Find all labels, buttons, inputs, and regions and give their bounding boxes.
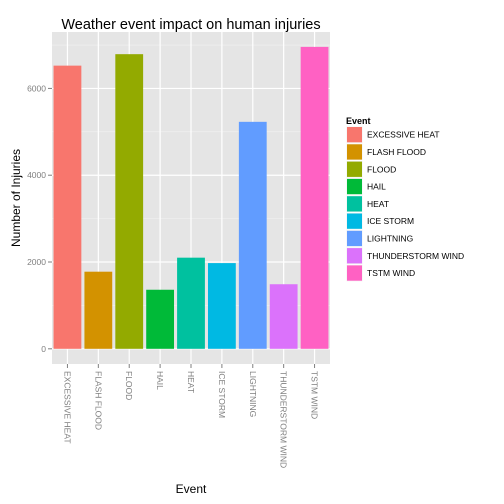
legend-label: THUNDERSTORM WIND [367,251,464,261]
x-tick-label: ICE STORM [217,371,227,418]
x-tick-label: THUNDERSTORM WIND [279,371,289,468]
bar [115,54,143,349]
x-tick-label: TSTM WIND [310,371,320,419]
legend-label: LIGHTNING [367,233,413,243]
x-tick-label: LIGHTNING [248,371,258,417]
bar [84,272,112,349]
bar [270,284,298,349]
y-tick-label: 6000 [27,83,46,93]
legend-key [347,248,362,263]
bar [177,258,205,349]
x-tick-label: HEAT [186,371,196,393]
bar [239,122,267,349]
legend-label: ICE STORM [367,216,414,226]
legend-key [347,179,362,194]
y-tick-label: 0 [41,344,46,354]
bar [301,47,329,349]
legend-key [347,214,362,229]
y-tick-label: 4000 [27,170,46,180]
legend-title: Event [346,116,371,126]
x-tick-label: EXCESSIVE HEAT [62,371,72,444]
bar [146,290,174,349]
chart-title: Weather event impact on human injuries [61,17,320,33]
legend-key [347,144,362,159]
legend-key [347,162,362,177]
x-tick-label: HAIL [155,371,165,390]
legend-key [347,196,362,211]
legend-label: FLASH FLOOD [367,147,426,157]
y-tick-label: 2000 [27,257,46,267]
x-tick-label: FLASH FLOOD [93,371,103,430]
legend-label: HAIL [367,182,386,192]
legend-label: HEAT [367,199,389,209]
legend-label: TSTM WIND [367,268,415,278]
bar [208,263,236,349]
legend-label: EXCESSIVE HEAT [367,130,440,140]
legend-key [347,265,362,280]
bar [54,66,82,349]
y-axis-title: Number of Injuries [9,149,23,247]
legend-key [347,127,362,142]
x-axis-title: Event [176,482,207,496]
legend-key [347,231,362,246]
x-tick-label: FLOOD [124,371,134,400]
legend-label: FLOOD [367,164,396,174]
